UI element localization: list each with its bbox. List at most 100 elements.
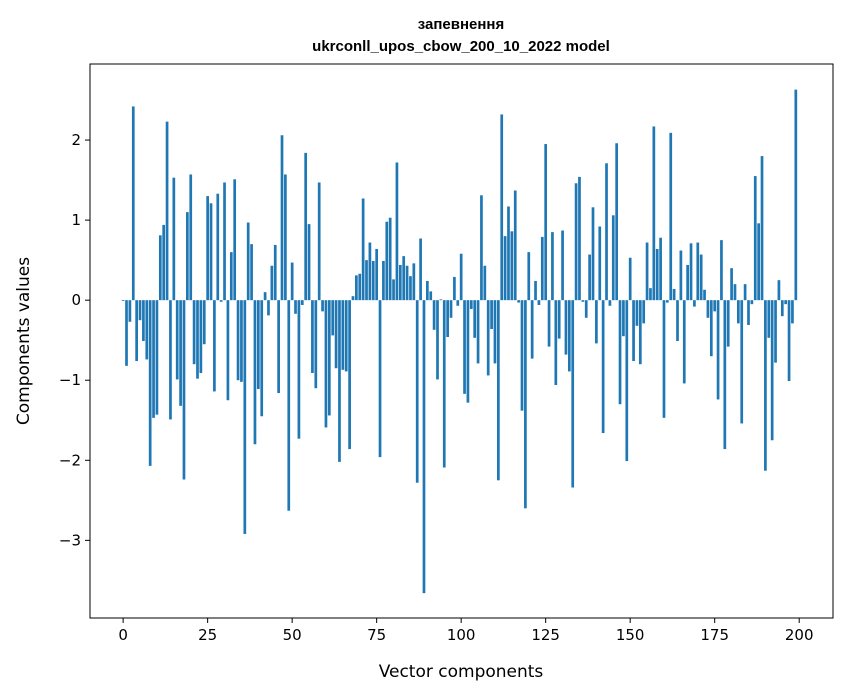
bar-26 (209, 203, 213, 301)
bar-126 (547, 300, 551, 347)
x-axis-label: Vector components (379, 662, 544, 682)
bar-56 (311, 300, 314, 374)
bar-177 (720, 240, 723, 301)
bar-63 (334, 300, 338, 369)
bar-120 (527, 252, 531, 301)
bar-60 (324, 300, 328, 428)
chart-title-line1: запевнення (418, 16, 505, 33)
bar-14 (169, 300, 172, 420)
bar-180 (730, 268, 733, 301)
bar-94 (439, 299, 443, 301)
bar-35 (240, 300, 243, 382)
bar-98 (453, 276, 456, 301)
bar-199 (794, 89, 798, 301)
x-tick-label: 50 (283, 626, 302, 644)
bar-101 (463, 300, 466, 394)
bar-121 (530, 300, 534, 359)
bar-100 (459, 253, 463, 301)
bar-70 (358, 273, 362, 301)
bar-149 (625, 300, 629, 462)
bar-166 (682, 300, 686, 384)
bar-137 (584, 300, 588, 318)
bar-73 (368, 242, 372, 301)
bar-138 (588, 254, 591, 301)
bar-93 (436, 300, 439, 380)
bar-153 (638, 300, 642, 365)
bars-group (121, 89, 798, 594)
bar-25 (206, 196, 209, 301)
bar-67 (348, 300, 351, 450)
bar-1 (125, 300, 128, 366)
bar-97 (449, 300, 453, 318)
x-tick-label: 0 (118, 626, 128, 644)
bar-2 (128, 300, 132, 322)
bar-123 (537, 300, 541, 305)
bar-168 (689, 243, 693, 301)
bar-143 (605, 163, 608, 301)
bar-87 (415, 300, 419, 483)
bar-142 (601, 300, 605, 434)
bar-178 (723, 300, 727, 450)
bar-110 (493, 300, 497, 364)
bar-111 (496, 300, 500, 481)
bar-182 (736, 300, 740, 324)
bar-17 (179, 300, 182, 406)
bar-29 (219, 300, 223, 302)
bar-174 (709, 300, 713, 357)
bar-50 (290, 262, 294, 301)
bar-183 (740, 300, 744, 424)
bar-117 (517, 300, 520, 303)
bar-62 (331, 300, 335, 336)
bar-95 (442, 300, 446, 468)
bar-164 (676, 300, 679, 341)
bar-77 (382, 260, 385, 301)
bar-55 (307, 224, 311, 301)
bar-92 (432, 300, 436, 330)
bar-16 (175, 300, 179, 380)
bar-160 (662, 300, 666, 418)
bar-75 (375, 248, 379, 301)
bar-13 (165, 121, 169, 301)
bar-40 (256, 300, 260, 390)
bar-140 (595, 300, 598, 344)
bar-32 (229, 252, 233, 301)
bar-158 (655, 248, 659, 301)
bar-58 (317, 182, 321, 301)
bar-79 (388, 217, 392, 301)
bar-12 (162, 224, 166, 301)
bar-104 (473, 300, 477, 338)
y-tick-label: 0 (71, 291, 81, 309)
bar-91 (429, 291, 433, 301)
bar-122 (534, 280, 537, 301)
bar-53 (300, 300, 304, 305)
y-tick-label: 2 (71, 131, 81, 149)
y-tick-label: 1 (71, 211, 81, 229)
x-tick-label: 25 (198, 626, 217, 644)
bar-136 (581, 300, 585, 302)
x-tick-label: 100 (447, 626, 476, 644)
bar-10 (155, 300, 159, 415)
x-tick-label: 75 (367, 626, 386, 644)
bar-188 (757, 223, 760, 301)
bar-109 (490, 300, 493, 329)
bar-169 (693, 300, 696, 307)
bar-141 (598, 226, 602, 301)
bar-179 (726, 300, 730, 347)
x-tick-label: 125 (531, 626, 560, 644)
bar-20 (189, 174, 193, 301)
y-tick-label: −1 (59, 371, 81, 389)
bar-156 (649, 288, 652, 301)
bar-96 (446, 300, 449, 337)
bar-144 (608, 300, 612, 306)
bar-61 (327, 300, 331, 416)
bar-108 (486, 300, 490, 376)
bar-45 (273, 244, 277, 301)
bar-152 (635, 300, 639, 326)
bar-115 (510, 231, 514, 301)
bar-124 (540, 236, 544, 301)
bar-64 (338, 300, 341, 462)
bar-105 (476, 300, 480, 364)
bar-65 (341, 300, 345, 370)
x-tick-label: 175 (700, 626, 729, 644)
bar-145 (611, 215, 615, 301)
